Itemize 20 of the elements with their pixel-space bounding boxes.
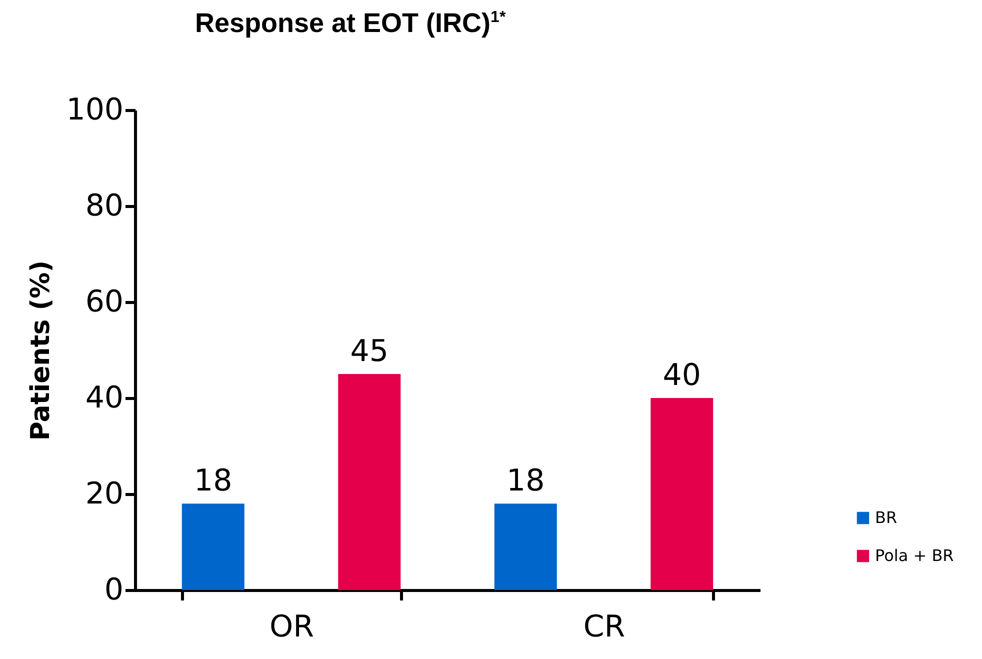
x-tick-label: OR xyxy=(270,610,314,644)
x-tick-label: CR xyxy=(583,610,626,644)
data-label: 40 xyxy=(662,358,701,393)
chart-title: Response at EOT (IRC)$^{1*}$ xyxy=(195,8,506,39)
y-axis-title: Patients (%) xyxy=(26,260,56,441)
bar xyxy=(650,398,714,590)
y-tick-label: 80 xyxy=(85,188,124,224)
data-label: 45 xyxy=(350,334,388,369)
data-label: 18 xyxy=(194,464,232,499)
y-tick-label: 0 xyxy=(104,572,124,608)
legend-label: Pola + BR xyxy=(875,546,954,565)
bar xyxy=(494,504,557,590)
y-tick-label: 20 xyxy=(85,476,124,512)
data-label: 18 xyxy=(506,464,545,499)
legend-label: BR xyxy=(875,508,898,527)
y-tick-label: 60 xyxy=(85,284,124,320)
bar xyxy=(182,504,244,590)
y-tick-label: 100 xyxy=(66,92,124,128)
y-tick-label: 40 xyxy=(85,380,124,416)
bar xyxy=(338,374,401,590)
